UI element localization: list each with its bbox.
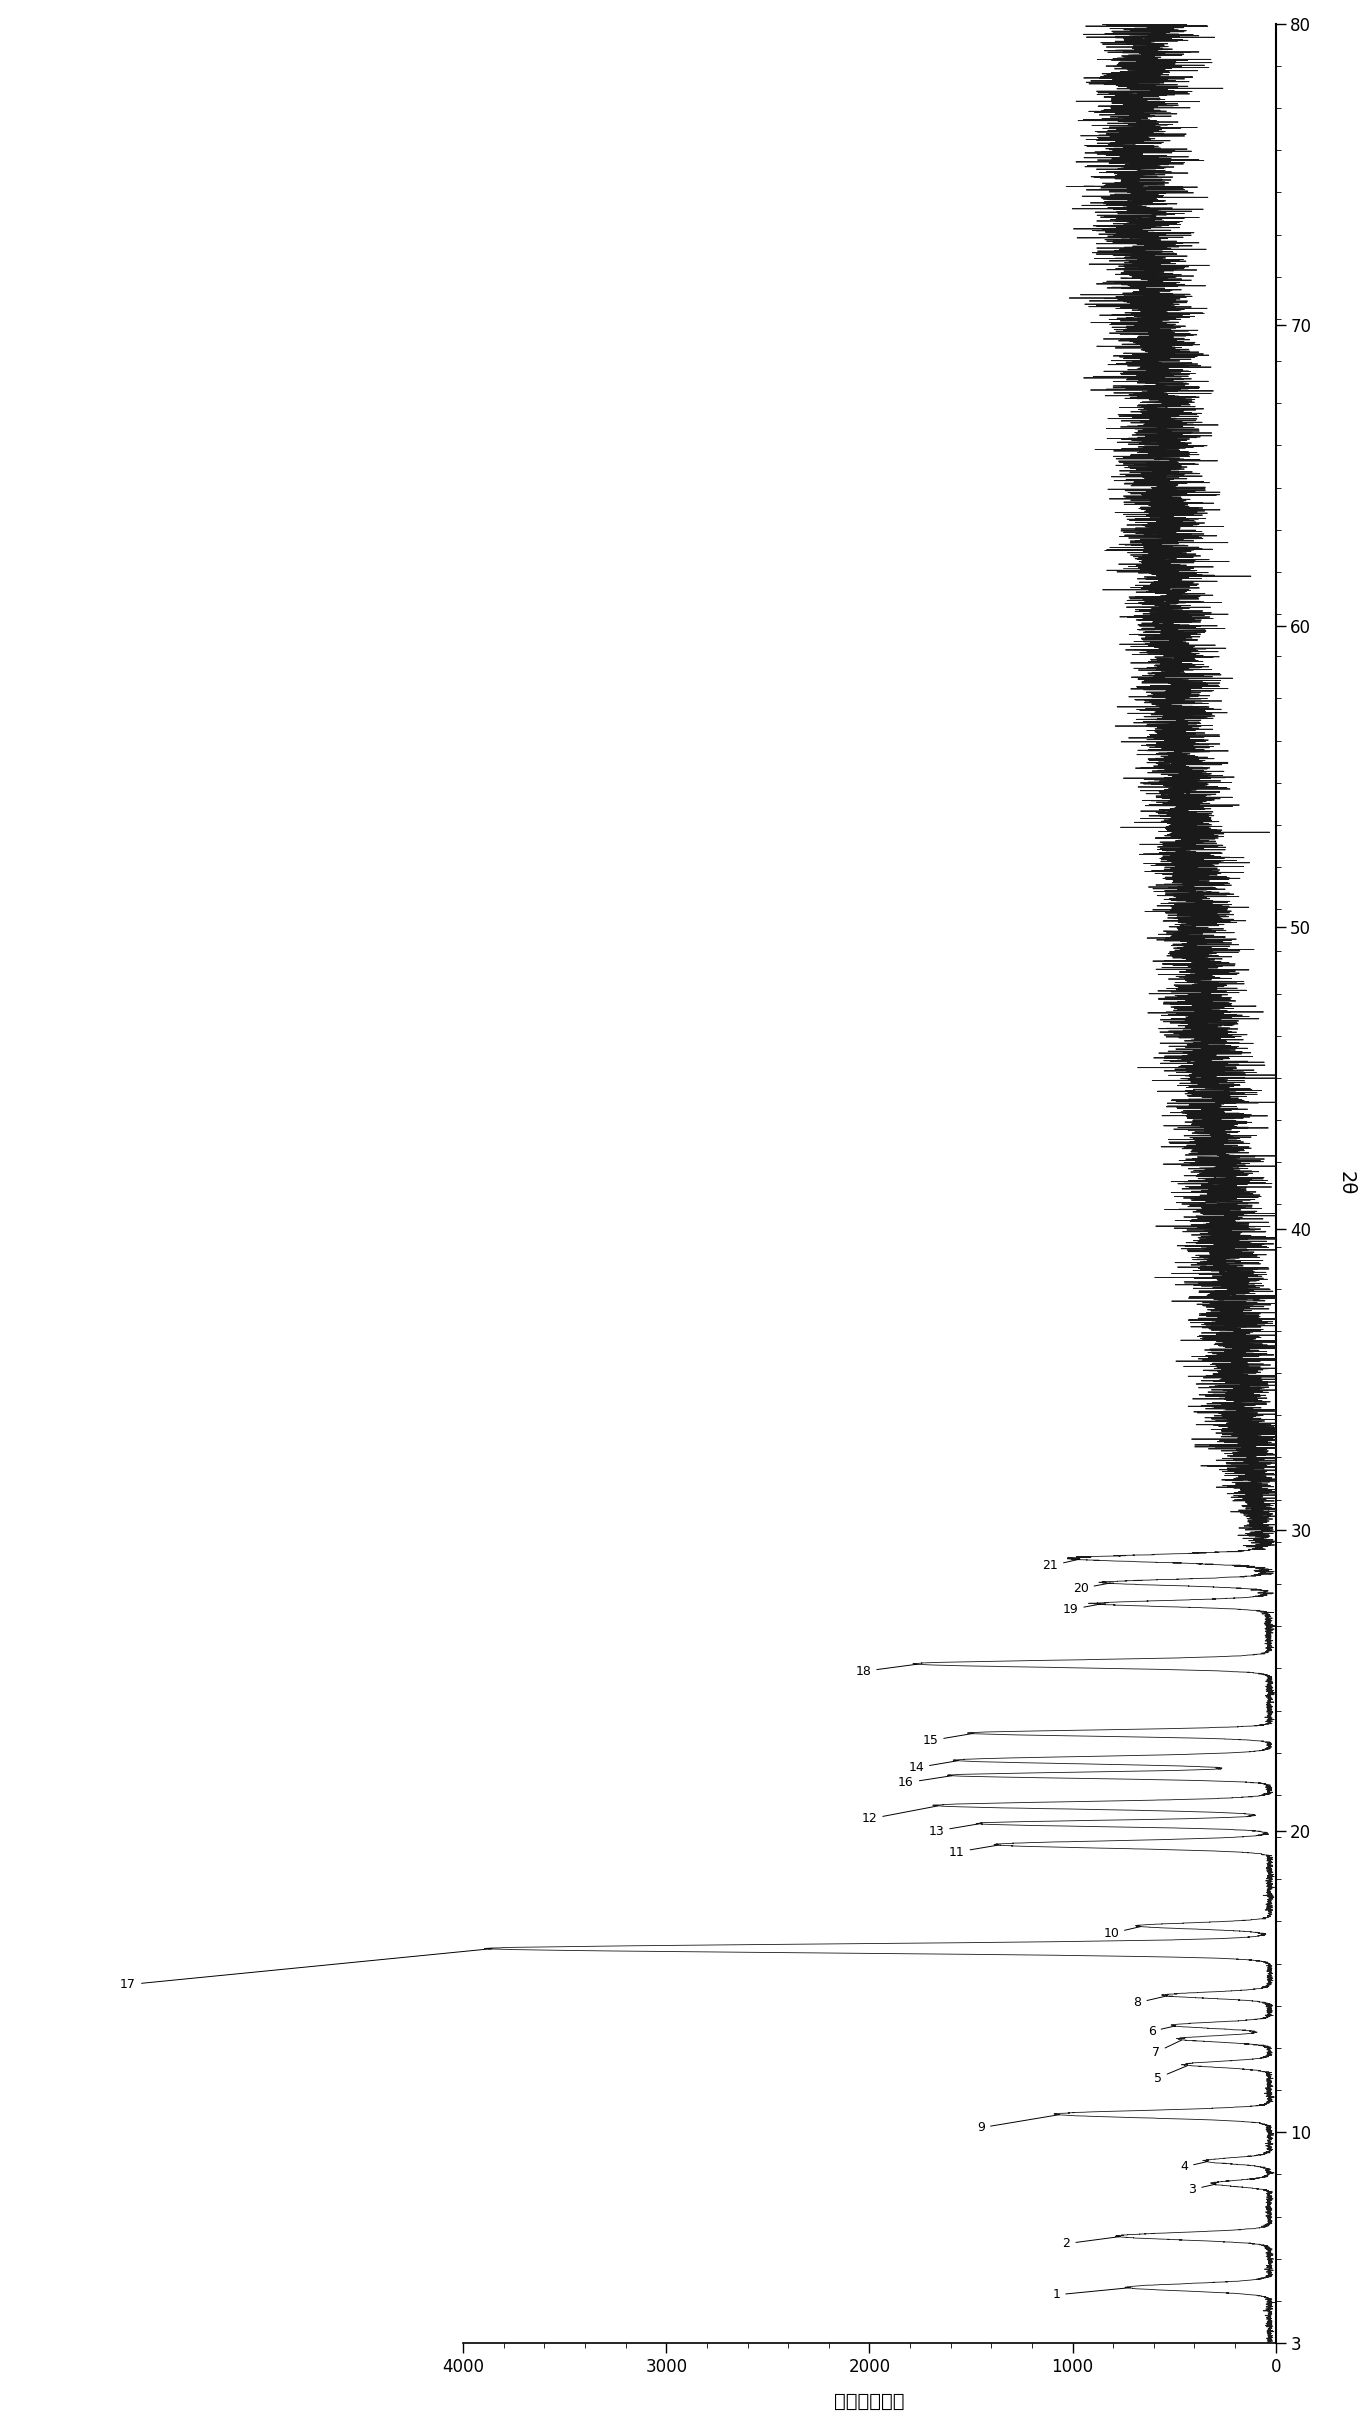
Text: 14: 14 <box>908 1760 958 1775</box>
Text: 5: 5 <box>1154 2066 1188 2086</box>
Text: 1: 1 <box>1052 2287 1131 2302</box>
Text: 15: 15 <box>922 1734 973 1748</box>
Text: 10: 10 <box>1103 1925 1142 1940</box>
Text: 20: 20 <box>1073 1583 1110 1595</box>
Text: 2: 2 <box>1062 2236 1121 2251</box>
Text: 3: 3 <box>1188 2183 1216 2195</box>
Text: 7: 7 <box>1152 2040 1181 2059</box>
Text: 11: 11 <box>949 1845 999 1857</box>
Text: 16: 16 <box>899 1775 952 1789</box>
Text: 8: 8 <box>1133 1996 1168 2010</box>
Text: 9: 9 <box>977 2115 1059 2134</box>
X-axis label: 第一形式强度: 第一形式强度 <box>834 2392 904 2411</box>
Text: 4: 4 <box>1180 2161 1207 2173</box>
Text: 17: 17 <box>121 1950 491 1991</box>
Text: 13: 13 <box>929 1823 978 1838</box>
Text: 21: 21 <box>1043 1559 1080 1573</box>
Text: 12: 12 <box>862 1806 938 1826</box>
Text: 18: 18 <box>855 1663 918 1678</box>
Text: 6: 6 <box>1148 2025 1176 2037</box>
Y-axis label: 2θ: 2θ <box>1336 1170 1356 1195</box>
Text: 19: 19 <box>1063 1602 1100 1617</box>
